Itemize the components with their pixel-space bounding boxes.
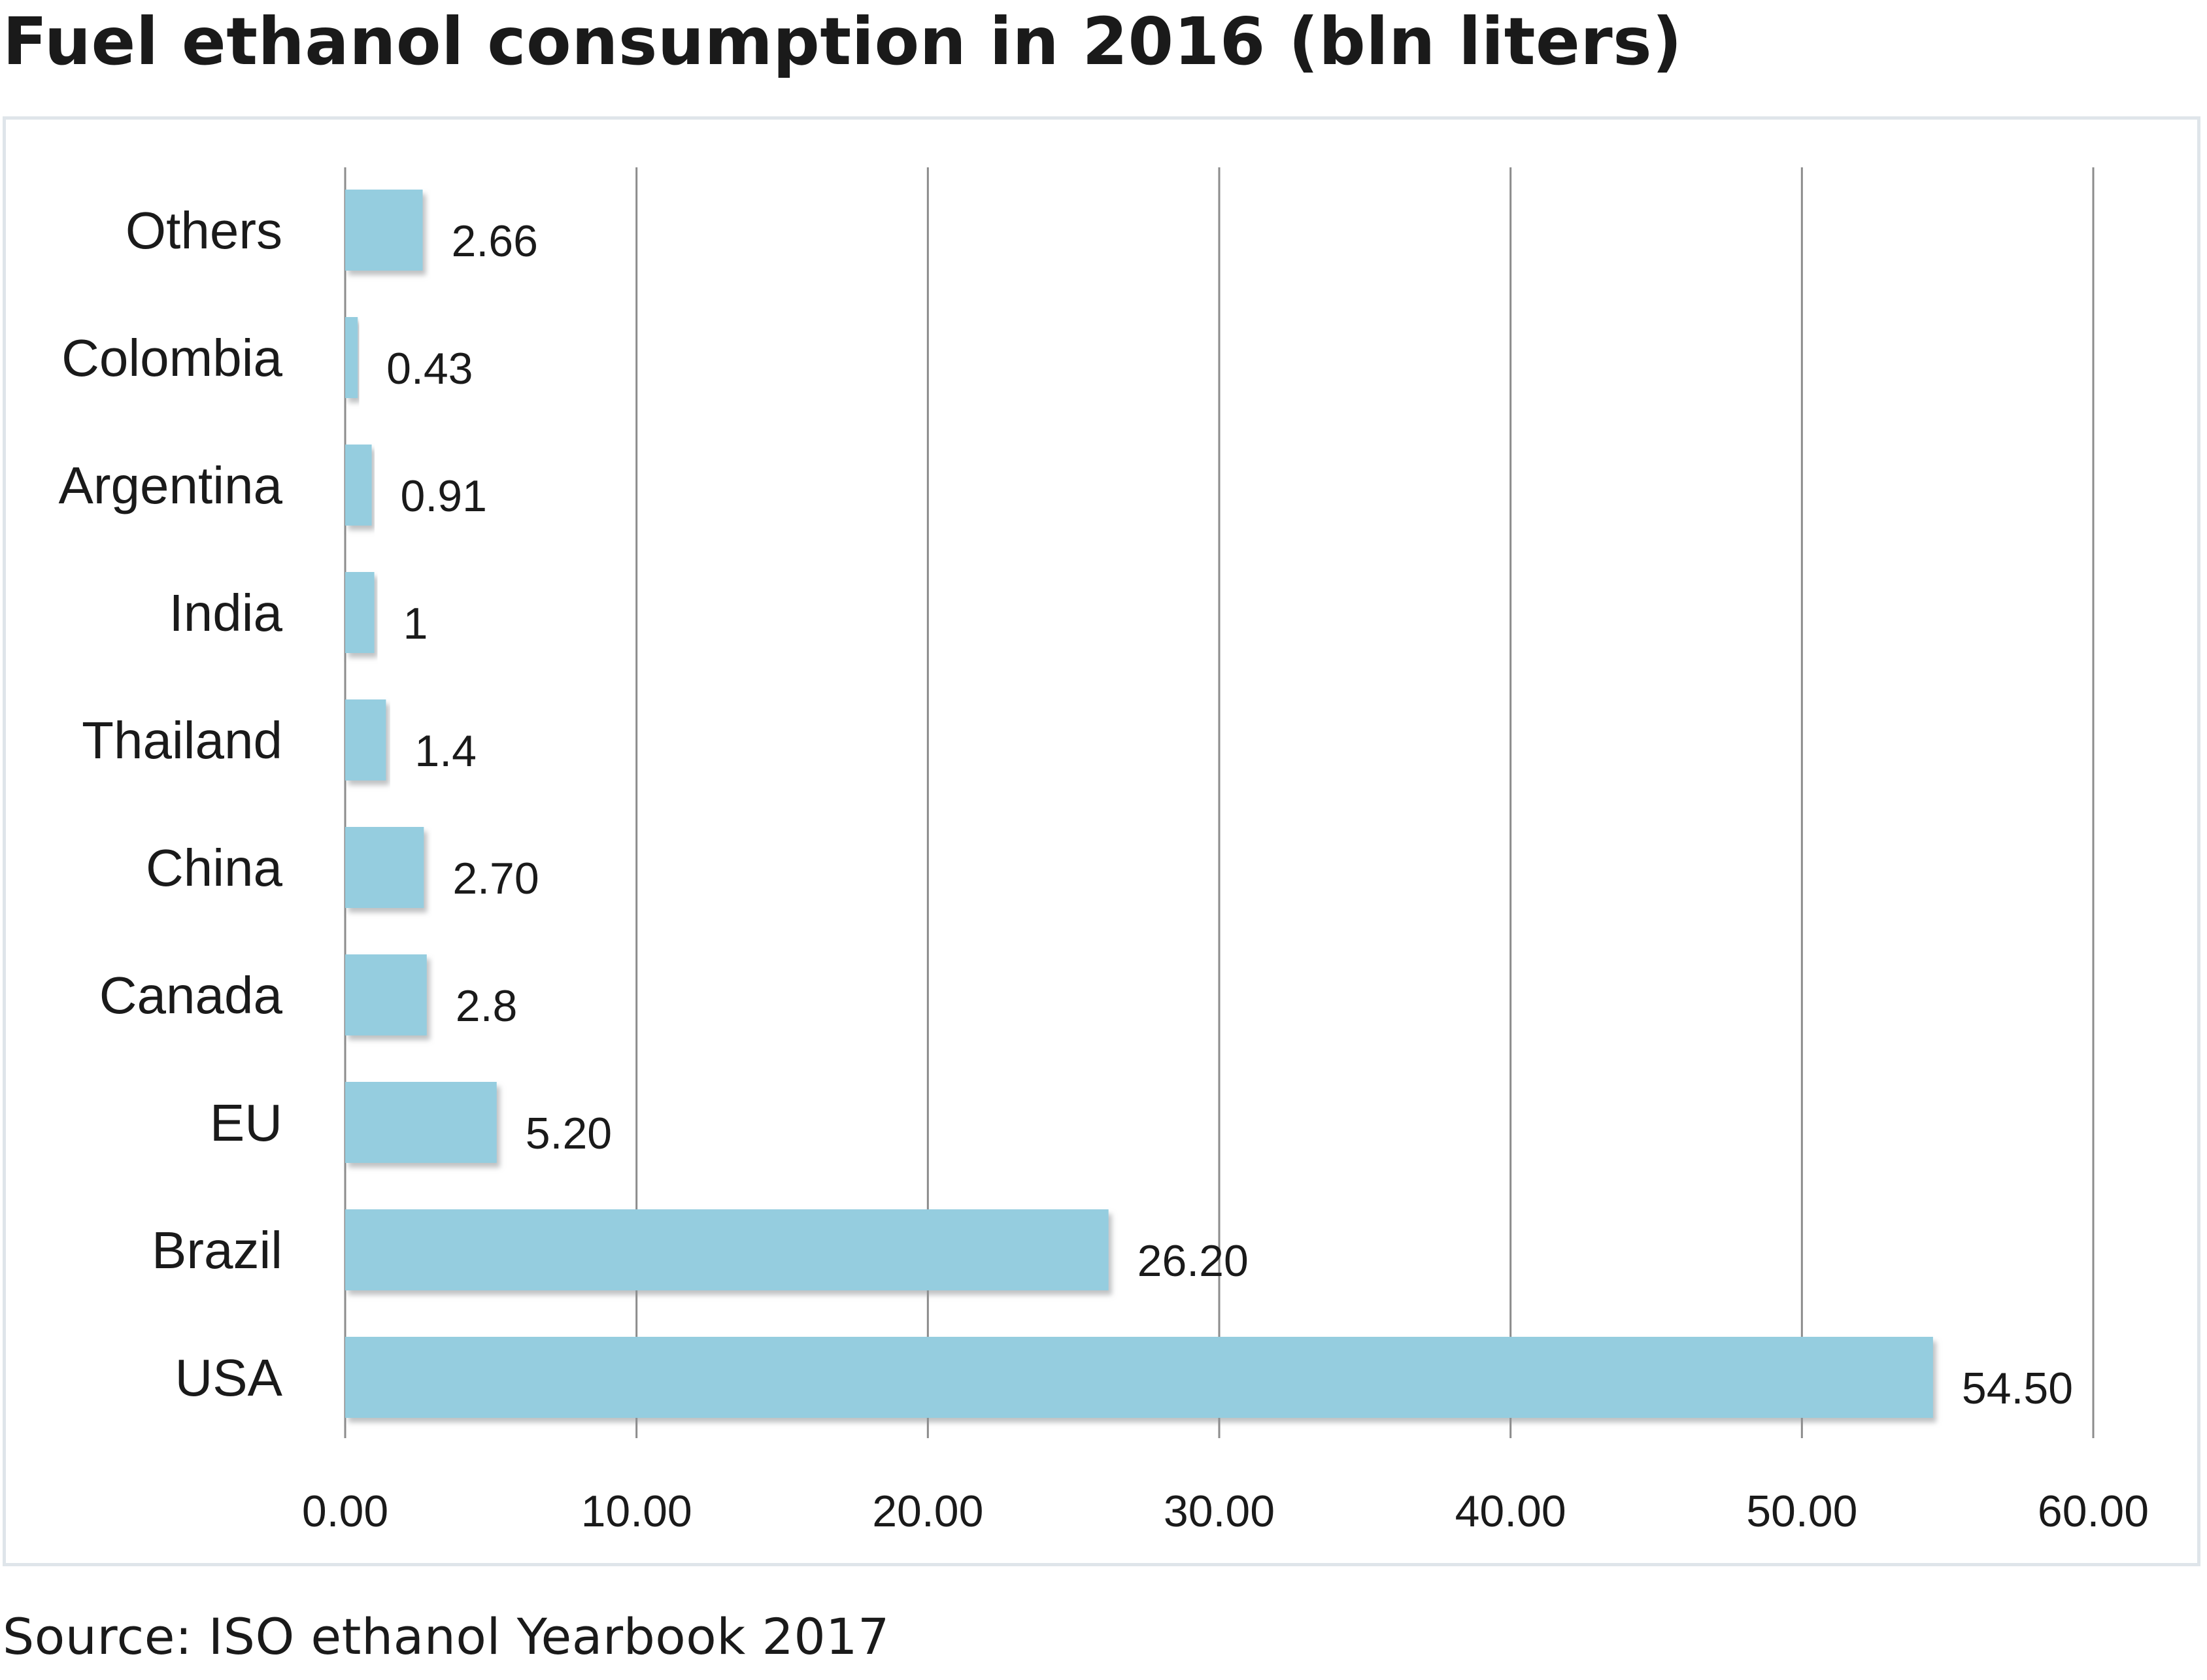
bar-india <box>345 572 375 653</box>
y-axis-labels: Others Colombia Argentina India Thailand Chin… <box>59 201 283 1407</box>
category-label-eu: EU <box>210 1094 282 1152</box>
data-labels: 2.66 0.43 0.91 1 1.4 2.70 2.8 5.20 26.20 54.50 <box>386 216 2073 1413</box>
category-label-china: China <box>146 839 283 897</box>
source-note: Source: ISO ethanol Yearbook 2017 <box>3 1607 890 1666</box>
x-axis-labels: 0.00 10.00 20.00 30.00 40.00 50.00 60.00 <box>302 1487 2149 1536</box>
bar-canada <box>345 954 427 1035</box>
data-label-canada: 2.8 <box>456 981 518 1031</box>
data-label-thailand: 1.4 <box>414 726 477 776</box>
bar-colombia <box>345 317 358 398</box>
bar-china <box>345 827 424 908</box>
data-label-colombia: 0.43 <box>386 344 473 394</box>
category-label-india: India <box>169 584 283 642</box>
x-tick-label: 60.00 <box>2038 1487 2149 1536</box>
data-label-others: 2.66 <box>452 216 538 266</box>
category-label-thailand: Thailand <box>82 711 282 769</box>
bar-argentina <box>345 445 372 526</box>
data-label-argentina: 0.91 <box>401 471 487 521</box>
bars <box>345 190 1933 1418</box>
x-tick-label: 20.00 <box>872 1487 983 1536</box>
category-label-others: Others <box>126 201 282 260</box>
data-label-usa: 54.50 <box>1962 1364 2073 1413</box>
x-tick-label: 50.00 <box>1746 1487 1857 1536</box>
data-label-brazil: 26.20 <box>1137 1236 1249 1286</box>
category-label-usa: USA <box>175 1349 283 1407</box>
category-label-brazil: Brazil <box>152 1221 282 1279</box>
category-label-colombia: Colombia <box>61 329 282 387</box>
category-label-argentina: Argentina <box>59 456 283 514</box>
bar-brazil <box>345 1209 1109 1290</box>
x-tick-label: 40.00 <box>1455 1487 1566 1536</box>
bar-thailand <box>345 699 386 781</box>
category-label-canada: Canada <box>99 966 283 1024</box>
chart-title: Fuel ethanol consumption in 2016 (bln li… <box>3 3 1683 80</box>
x-tick-label: 10.00 <box>581 1487 692 1536</box>
x-tick-label: 0.00 <box>302 1487 388 1536</box>
data-label-india: 1 <box>403 599 428 648</box>
data-label-china: 2.70 <box>452 854 539 903</box>
bar-others <box>345 190 423 271</box>
bar-usa <box>345 1337 1933 1418</box>
x-tick-label: 30.00 <box>1164 1487 1275 1536</box>
data-label-eu: 5.20 <box>526 1109 612 1158</box>
bar-eu <box>345 1082 497 1163</box>
